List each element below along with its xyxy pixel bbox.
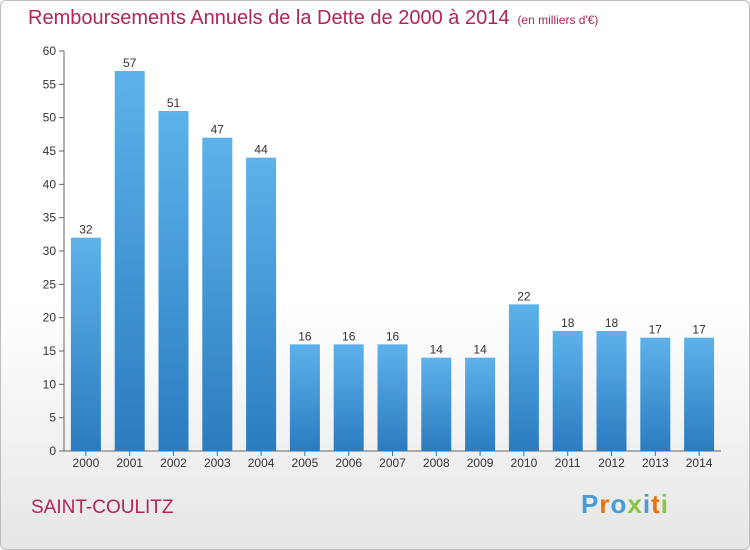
bar (202, 137, 233, 451)
bar-value-label: 22 (517, 289, 531, 303)
bar-value-label: 16 (298, 329, 312, 343)
y-tick-label: 55 (43, 77, 57, 91)
chart-unit: (en milliers d'€) (517, 13, 599, 27)
x-tick-label: 2003 (204, 456, 231, 470)
y-tick-label: 5 (49, 411, 56, 425)
logo-letter: r (599, 489, 611, 519)
logo-letter: i (660, 489, 669, 519)
logo-letter: i (642, 489, 652, 519)
bar-value-label: 16 (386, 329, 400, 343)
bar-value-label: 17 (692, 323, 706, 337)
x-tick-label: 2006 (335, 456, 362, 470)
town-name: SAINT-COULITZ (31, 497, 174, 518)
logo-letter: P (581, 489, 600, 519)
x-tick-label: 2008 (423, 456, 450, 470)
x-tick-label: 2010 (511, 456, 538, 470)
bar-value-label: 47 (211, 123, 225, 137)
x-tick-label: 2004 (248, 456, 275, 470)
x-tick-label: 2011 (555, 456, 581, 470)
bar (640, 337, 671, 451)
x-tick-label: 2000 (73, 456, 100, 470)
bar-value-label: 57 (123, 56, 137, 70)
chart-title-text: Remboursements Annuels de la Dette de 20… (28, 7, 510, 29)
x-tick-label: 2012 (598, 456, 625, 470)
bar (158, 111, 189, 451)
y-tick-label: 40 (43, 177, 57, 191)
logo-letter: o (610, 489, 628, 519)
bar-value-label: 14 (430, 343, 444, 357)
x-tick-label: 2005 (292, 456, 319, 470)
logo-letter: t (651, 489, 661, 519)
bar (333, 344, 364, 451)
y-tick-label: 30 (43, 244, 57, 258)
logo-letter: x (627, 489, 643, 519)
x-tick-label: 2002 (160, 456, 187, 470)
bar (421, 357, 452, 451)
bar-value-label: 32 (79, 223, 93, 237)
x-tick-label: 2013 (642, 456, 669, 470)
bar (246, 157, 277, 451)
x-tick-label: 2014 (686, 456, 713, 470)
bar (596, 331, 627, 451)
bar (114, 71, 145, 451)
bar-value-label: 18 (561, 316, 575, 330)
y-tick-label: 20 (43, 311, 57, 325)
bar (70, 237, 101, 451)
bar-value-label: 14 (473, 343, 487, 357)
y-tick-label: 45 (43, 144, 57, 158)
bar (465, 357, 496, 451)
y-tick-label: 15 (43, 344, 57, 358)
x-tick-label: 2007 (379, 456, 406, 470)
bar-value-label: 17 (649, 323, 663, 337)
y-tick-label: 35 (43, 211, 57, 225)
chart-title: Remboursements Annuels de la Dette de 20… (28, 7, 598, 30)
y-tick-label: 0 (49, 444, 56, 458)
y-tick-label: 50 (43, 111, 57, 125)
bar-value-label: 18 (605, 316, 619, 330)
y-tick-label: 25 (43, 277, 57, 291)
bar (377, 344, 408, 451)
y-tick-label: 10 (43, 377, 57, 391)
y-tick-label: 60 (43, 44, 57, 58)
bar (508, 304, 539, 451)
bar-value-label: 16 (342, 329, 356, 343)
x-tick-label: 2001 (116, 456, 143, 470)
x-tick-label: 2009 (467, 456, 494, 470)
bar (552, 331, 583, 451)
bar-value-label: 44 (254, 143, 268, 157)
bar-value-label: 51 (167, 96, 181, 110)
bar (684, 337, 715, 451)
bar (289, 344, 320, 451)
proxiti-logo: Proxiti (581, 489, 669, 520)
